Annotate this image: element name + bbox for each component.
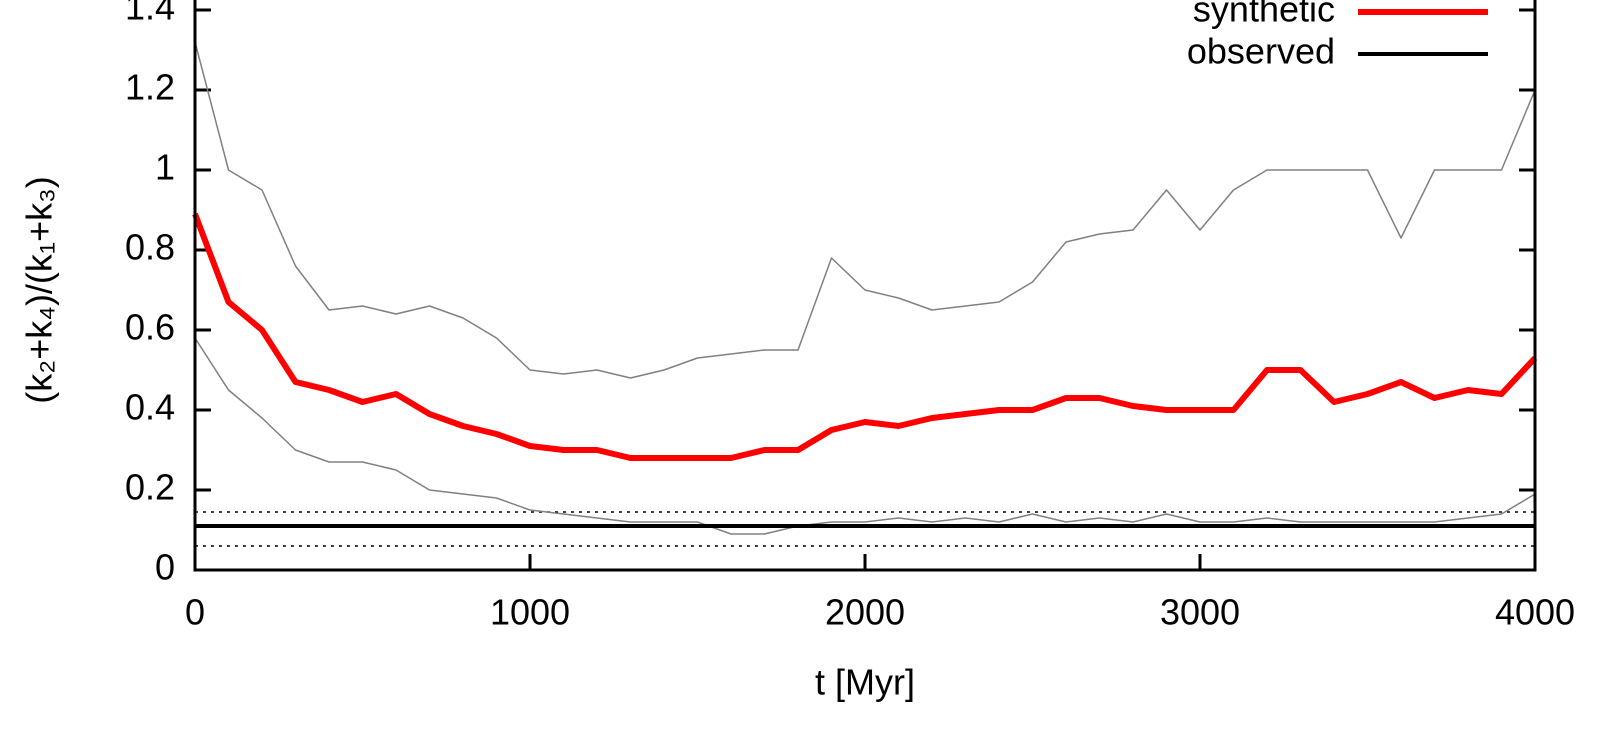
y-tick-label: 1.4 — [125, 0, 175, 28]
plot-frame — [193, 0, 1537, 572]
x-tick-label: 2000 — [825, 592, 905, 633]
x-axis-label: t [Myr] — [815, 662, 915, 703]
x-tick-label: 3000 — [1160, 592, 1240, 633]
y-tick-label: 0.8 — [125, 227, 175, 268]
legend-label: observed — [1187, 31, 1335, 72]
series-line — [194, 337, 1536, 535]
y-tick-label: 1.2 — [125, 67, 175, 108]
y-tick-label: 0.4 — [125, 387, 175, 428]
y-tick-label: 0.2 — [125, 467, 175, 508]
y-tick-label: 0 — [155, 547, 175, 588]
series-line — [192, 212, 1538, 461]
y-axis-label: (k₂+k₄)/(k₁+k₃) — [19, 176, 60, 403]
x-tick-label: 1000 — [490, 592, 570, 633]
y-tick-label: 1 — [155, 147, 175, 188]
legend-label: synthetic — [1193, 0, 1335, 30]
x-tick-label: 4000 — [1495, 592, 1575, 633]
series-line — [194, 41, 1536, 379]
x-tick-label: 0 — [185, 592, 205, 633]
y-tick-label: 0.6 — [125, 307, 175, 348]
